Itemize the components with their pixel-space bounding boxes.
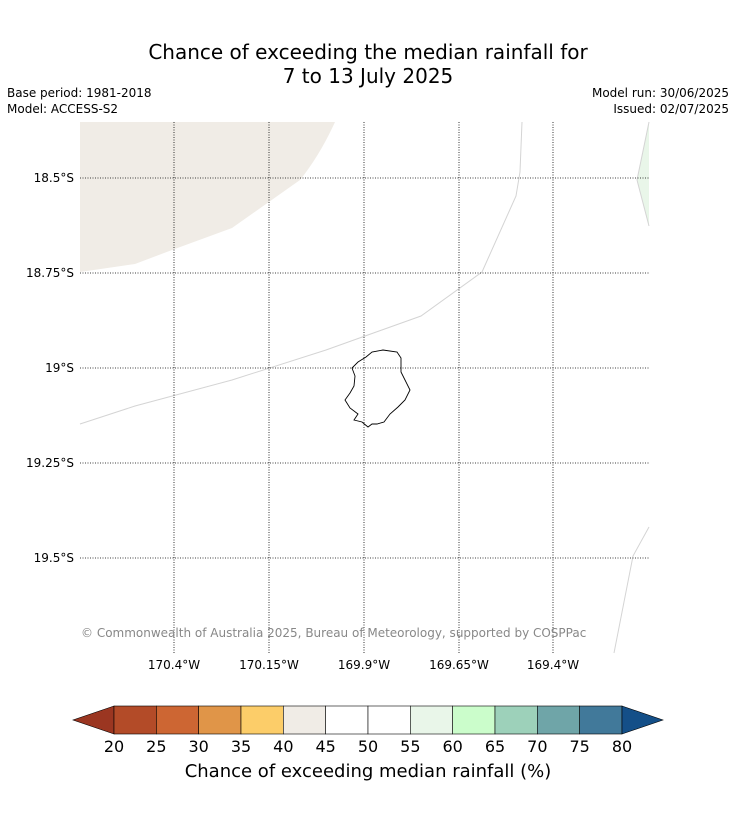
contour-line-bottom-right: [613, 526, 650, 654]
colorbar-tick-label: 60: [442, 737, 463, 756]
contour-line-edge: [636, 121, 650, 181]
copyright-notice: © Commonwealth of Australia 2025, Bureau…: [81, 626, 587, 640]
colorbar-tick-label: 75: [569, 737, 590, 756]
lon-label-169-9: 169.9°W: [337, 658, 391, 672]
lat-label-19-5: 19.5°S: [33, 551, 74, 565]
map-title-line2: 7 to 13 July 2025: [282, 64, 454, 88]
colorbar-segment-55-60: [410, 705, 453, 735]
colorbar-tick-label: 65: [484, 737, 506, 756]
colorbar-segment-40-45: [283, 705, 326, 735]
colorbar-segment-25-30: [156, 705, 199, 735]
colorbar-tick-label: 70: [527, 737, 548, 756]
colorbar-segment-75-80: [579, 705, 623, 735]
colorbar-segment-20-25: [113, 705, 157, 735]
colorbar-extend-low: [72, 705, 115, 735]
longitude-gridlines: [173, 122, 554, 653]
model-text: Model: ACCESS-S2: [7, 102, 119, 116]
lon-label-170-15: 170.15°W: [239, 658, 299, 672]
lon-label-170-4: 170.4°W: [147, 658, 201, 672]
colorbar-segment-65-70: [494, 705, 538, 735]
issued-text: Issued: 02/07/2025: [613, 102, 729, 116]
colorbar-segment-60-65: [452, 705, 496, 735]
colorbar-tick-label: 35: [230, 737, 252, 756]
lat-label-18-5: 18.5°S: [33, 171, 74, 185]
contour-line-edge: [636, 179, 650, 227]
probability-zone-55-60: [637, 122, 649, 226]
colorbar-tick-label: 80: [611, 737, 633, 756]
colorbar-tick-label: 55: [400, 737, 421, 756]
probability-zone-40-45: [80, 122, 335, 272]
colorbar-segment-30-35: [198, 705, 242, 735]
colorbar-tick-label: 50: [357, 737, 379, 756]
base-period-text: Base period: 1981-2018: [7, 86, 152, 100]
map-title-line1: Chance of exceeding the median rainfall …: [148, 40, 588, 64]
island-coastline: [344, 349, 411, 428]
colorbar-segment-35-40: [240, 705, 284, 735]
lat-label-19: 19°S: [45, 361, 74, 375]
lat-label-18-75: 18.75°S: [26, 266, 74, 280]
colorbar-tick-label: 20: [103, 737, 125, 756]
colorbar-tick-label: 45: [315, 737, 336, 756]
colorbar-tick-label: 30: [188, 737, 209, 756]
colorbar-title: Chance of exceeding median rainfall (%): [184, 761, 552, 782]
colorbar-extend-high: [621, 705, 664, 735]
contour-line: [79, 121, 523, 425]
model-run-text: Model run: 30/06/2025: [591, 86, 729, 100]
colorbar-tick-label: 25: [146, 737, 167, 756]
lon-label-169-4: 169.4°W: [526, 658, 580, 672]
colorbar-tick-label: 40: [273, 737, 294, 756]
lat-label-19-25: 19.25°S: [26, 456, 74, 470]
colorbar-segment-70-75: [537, 705, 580, 735]
lon-label-169-65: 169.65°W: [429, 658, 489, 672]
colorbar-segment-45-50: [325, 705, 369, 735]
colorbar-segment-50-55: [367, 705, 411, 735]
